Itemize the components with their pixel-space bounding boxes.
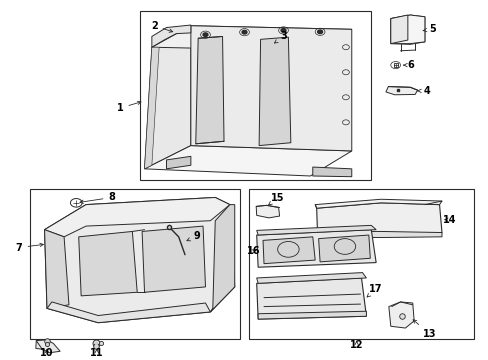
Circle shape bbox=[242, 30, 246, 34]
Text: 4: 4 bbox=[417, 86, 430, 96]
Text: 14: 14 bbox=[442, 215, 455, 225]
Polygon shape bbox=[44, 198, 229, 237]
Text: 8: 8 bbox=[80, 193, 115, 203]
Polygon shape bbox=[258, 311, 366, 319]
Polygon shape bbox=[388, 302, 413, 328]
Polygon shape bbox=[47, 302, 210, 323]
Polygon shape bbox=[152, 26, 351, 51]
Polygon shape bbox=[256, 230, 375, 267]
Text: 6: 6 bbox=[403, 60, 413, 70]
Text: 16: 16 bbox=[246, 246, 260, 256]
Polygon shape bbox=[210, 204, 234, 312]
Polygon shape bbox=[256, 225, 375, 235]
Polygon shape bbox=[315, 199, 441, 208]
Polygon shape bbox=[36, 340, 60, 353]
Bar bbox=[140, 12, 370, 180]
Polygon shape bbox=[44, 230, 69, 309]
Text: 10: 10 bbox=[40, 348, 54, 358]
Polygon shape bbox=[166, 156, 190, 169]
Polygon shape bbox=[263, 237, 315, 264]
Polygon shape bbox=[256, 278, 366, 319]
Circle shape bbox=[281, 28, 285, 32]
Text: 13: 13 bbox=[412, 320, 436, 339]
Text: 15: 15 bbox=[267, 193, 284, 205]
Polygon shape bbox=[144, 145, 351, 176]
Bar bbox=[249, 189, 473, 339]
Polygon shape bbox=[318, 235, 369, 262]
Polygon shape bbox=[256, 273, 366, 283]
Polygon shape bbox=[316, 203, 441, 237]
Polygon shape bbox=[390, 15, 424, 44]
Text: 12: 12 bbox=[349, 340, 363, 350]
Polygon shape bbox=[195, 36, 224, 144]
Text: 7: 7 bbox=[16, 243, 43, 253]
Polygon shape bbox=[142, 226, 205, 292]
Polygon shape bbox=[259, 37, 290, 145]
Text: 11: 11 bbox=[90, 348, 103, 358]
Polygon shape bbox=[390, 15, 424, 44]
Polygon shape bbox=[190, 26, 351, 151]
Polygon shape bbox=[144, 47, 159, 169]
Polygon shape bbox=[315, 231, 441, 238]
Polygon shape bbox=[385, 86, 417, 95]
Polygon shape bbox=[152, 25, 190, 47]
Text: 9: 9 bbox=[186, 231, 200, 241]
Bar bbox=[30, 189, 239, 339]
Circle shape bbox=[317, 30, 322, 33]
Polygon shape bbox=[44, 198, 234, 323]
Circle shape bbox=[203, 33, 207, 36]
Text: 1: 1 bbox=[117, 101, 141, 113]
Polygon shape bbox=[79, 231, 137, 296]
Text: 3: 3 bbox=[274, 31, 286, 43]
Text: 17: 17 bbox=[366, 284, 382, 297]
Polygon shape bbox=[312, 167, 351, 177]
Text: 5: 5 bbox=[422, 24, 435, 34]
Polygon shape bbox=[256, 205, 279, 218]
Polygon shape bbox=[144, 26, 190, 169]
Polygon shape bbox=[390, 15, 407, 44]
Text: 2: 2 bbox=[151, 21, 172, 32]
